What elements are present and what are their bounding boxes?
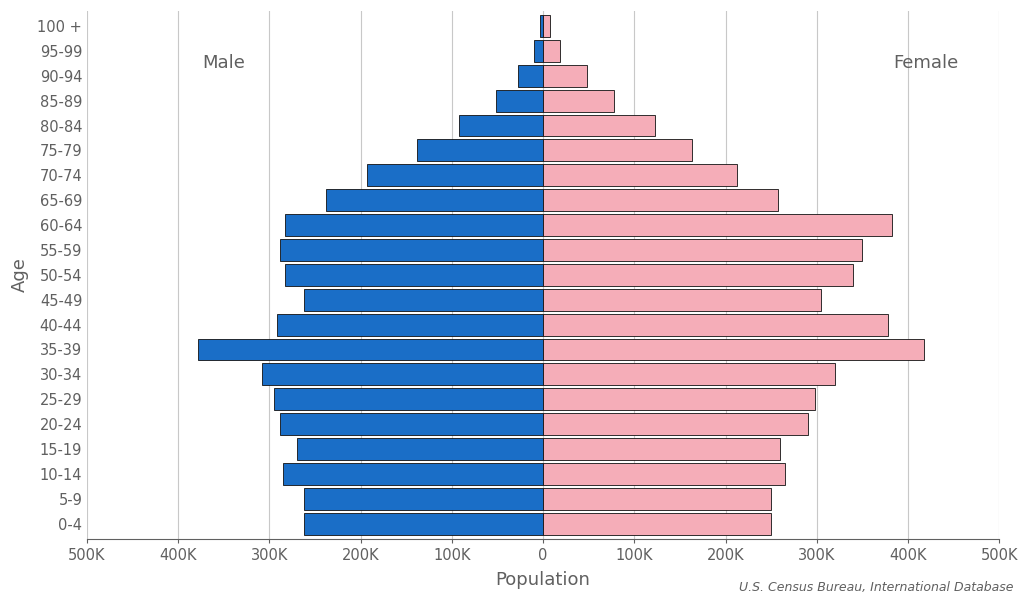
Bar <box>543 314 888 335</box>
Bar <box>417 139 543 161</box>
Bar <box>367 164 543 186</box>
Bar <box>262 364 543 385</box>
Bar <box>285 214 543 236</box>
Bar <box>543 164 738 186</box>
Bar <box>543 438 780 460</box>
Bar <box>543 364 835 385</box>
Bar <box>543 139 691 161</box>
Bar <box>496 90 543 112</box>
Bar <box>534 40 543 62</box>
Bar <box>285 264 543 286</box>
Bar <box>305 289 543 311</box>
Bar <box>296 438 543 460</box>
Bar <box>283 463 543 485</box>
Text: Female: Female <box>893 55 959 73</box>
Bar <box>543 463 785 485</box>
Bar <box>543 388 815 410</box>
Bar <box>281 239 543 261</box>
Bar <box>543 189 778 211</box>
Bar <box>199 338 543 361</box>
Bar <box>281 413 543 435</box>
Bar <box>543 40 560 62</box>
Bar <box>305 488 543 509</box>
Bar <box>518 65 543 87</box>
Bar <box>543 289 821 311</box>
Bar <box>543 65 587 87</box>
Bar <box>543 214 891 236</box>
Bar <box>543 413 808 435</box>
Y-axis label: Age: Age <box>11 257 29 292</box>
Bar <box>543 264 853 286</box>
X-axis label: Population: Population <box>496 571 591 589</box>
Text: U.S. Census Bureau, International Database: U.S. Census Bureau, International Databa… <box>739 581 1014 594</box>
Bar <box>543 15 551 37</box>
Bar <box>305 512 543 535</box>
Bar <box>543 488 771 509</box>
Bar <box>543 115 655 136</box>
Bar <box>543 90 614 112</box>
Bar <box>543 512 771 535</box>
Bar <box>277 314 543 335</box>
Bar <box>543 239 862 261</box>
Bar <box>326 189 543 211</box>
Bar <box>274 388 543 410</box>
Text: Male: Male <box>203 55 245 73</box>
Bar <box>543 338 924 361</box>
Bar <box>540 15 543 37</box>
Bar <box>459 115 543 136</box>
